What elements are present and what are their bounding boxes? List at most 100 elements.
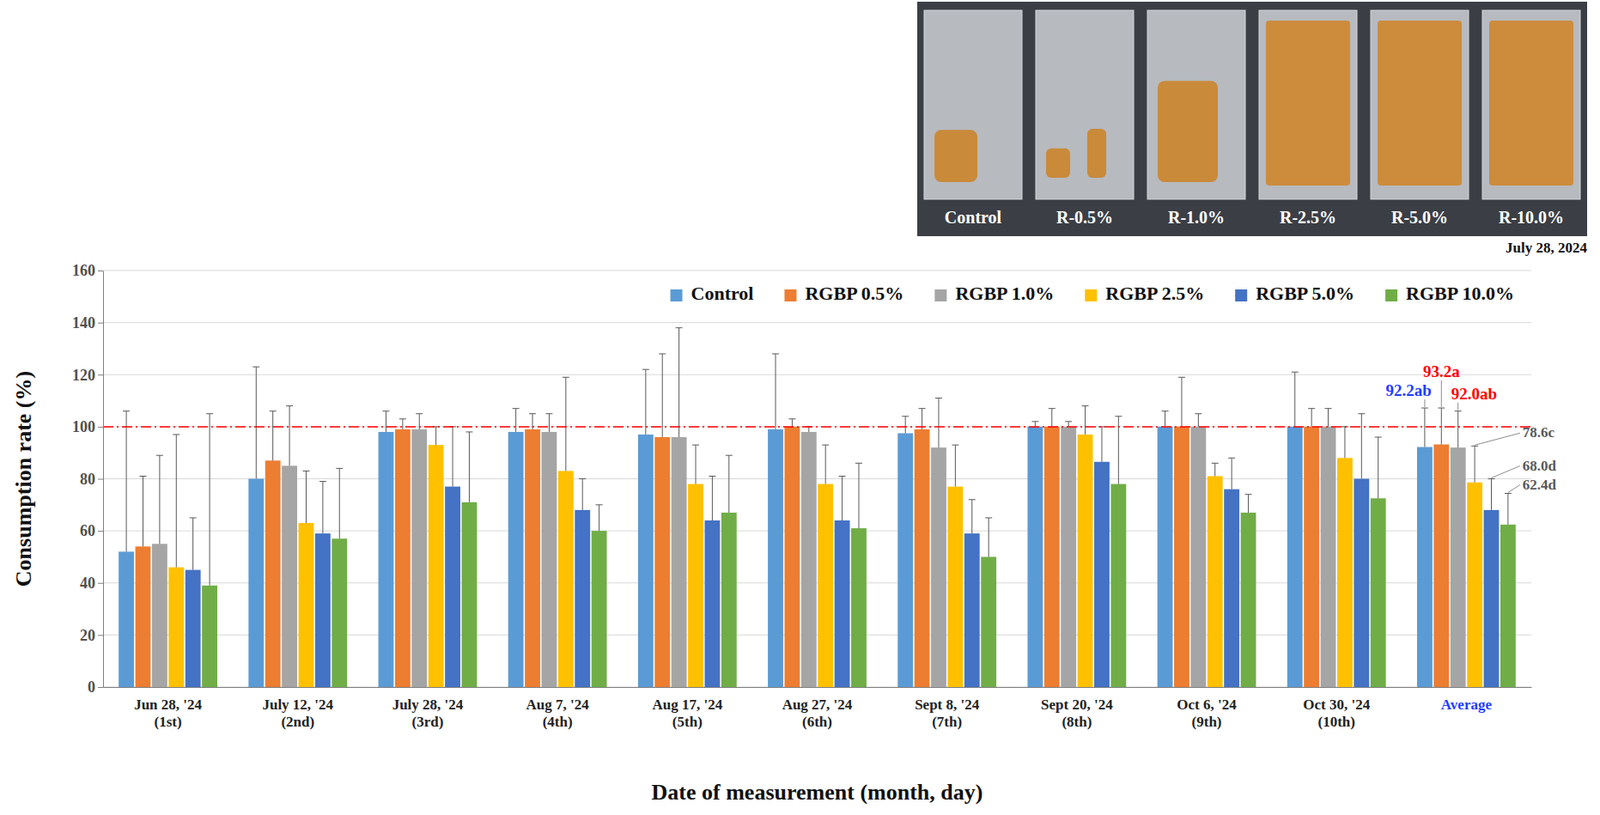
error-bar xyxy=(901,416,909,434)
bar xyxy=(378,431,395,688)
value-label: 92.0ab xyxy=(1451,384,1497,403)
error-bar xyxy=(206,413,213,586)
x-tick-label: Aug 27, '24(6th) xyxy=(782,696,853,731)
error-bar xyxy=(1048,408,1056,427)
bar xyxy=(298,523,315,688)
error-bar xyxy=(1211,462,1219,476)
legend-label: RGBP 10.0% xyxy=(1405,282,1515,305)
error-bar xyxy=(821,444,829,484)
bar xyxy=(930,447,947,688)
series xyxy=(168,434,1483,688)
x-tick-label: Oct 6, '24(9th) xyxy=(1176,696,1237,731)
x-tick-line: Sept 8, '24 xyxy=(914,696,980,713)
bar xyxy=(638,434,654,688)
y-tick-mark xyxy=(97,634,104,636)
series xyxy=(152,426,1467,688)
legend: ControlRGBP 0.5%RGBP 1.0%RGBP 2.5%RGBP 5… xyxy=(662,279,1523,309)
y-tick-label: 80 xyxy=(79,470,96,488)
x-tick: Sept 8, '24(7th) xyxy=(914,696,980,731)
bar xyxy=(152,543,168,688)
value-label: 93.2a xyxy=(1423,362,1461,381)
error-bar xyxy=(951,444,959,487)
grid-line xyxy=(103,374,1532,376)
bait xyxy=(1087,128,1107,178)
bar xyxy=(428,444,445,688)
bar xyxy=(508,431,524,688)
bar xyxy=(784,426,800,688)
leader-line xyxy=(1441,380,1442,408)
error-bar xyxy=(465,431,473,503)
leader-line xyxy=(1508,485,1521,493)
bait xyxy=(1489,20,1574,186)
x-tick-line: Sept 20, '24 xyxy=(1040,696,1114,713)
bar xyxy=(1353,479,1369,688)
error-bar xyxy=(839,475,846,521)
bar xyxy=(331,538,347,688)
y-tick: 120 xyxy=(72,366,104,384)
error-bar xyxy=(1357,413,1365,480)
inset-date: July 28, 2024 xyxy=(1505,239,1588,256)
bar xyxy=(1417,447,1433,688)
y-axis-line xyxy=(103,271,104,688)
inset-label: R-10.0% xyxy=(1498,207,1564,227)
chart: 020406080100120140160Jun 28, '24(1st)Jul… xyxy=(0,0,1600,815)
x-tick: Aug 27, '24(6th) xyxy=(782,696,853,731)
legend-swatch xyxy=(1234,289,1248,302)
x-tick-label: Aug 7, '24(4th) xyxy=(526,696,591,731)
foil xyxy=(1259,10,1357,200)
leader-line xyxy=(1491,466,1521,479)
legend-label: RGBP 0.5% xyxy=(804,282,904,305)
bait xyxy=(1046,148,1071,178)
error-bars xyxy=(139,353,1445,547)
bar xyxy=(524,429,541,688)
bar xyxy=(135,546,152,688)
foil xyxy=(1370,10,1469,200)
y-tick-label: 60 xyxy=(79,522,96,540)
error-bar xyxy=(1228,457,1235,489)
x-tick: Jun 28, '24(1st) xyxy=(133,696,202,731)
value-labels: 92.2ab93.2a92.0ab78.6c68.0d62.4d xyxy=(1386,362,1558,493)
error-bar xyxy=(1341,426,1349,458)
error-bar xyxy=(285,406,293,467)
series xyxy=(118,426,1433,688)
error-bar xyxy=(1437,407,1445,445)
bar xyxy=(1110,484,1126,688)
x-tick-line: July 28, '24 xyxy=(392,696,464,713)
inset-background xyxy=(917,1,1588,237)
leader-line xyxy=(1474,432,1521,445)
error-bars xyxy=(122,353,1429,552)
error-bar xyxy=(725,455,733,513)
error-bars xyxy=(189,413,1496,571)
y-tick: 60 xyxy=(79,522,104,540)
foil xyxy=(1147,10,1246,200)
y-tick-mark xyxy=(97,479,104,481)
legend-swatch xyxy=(1385,289,1398,302)
bar xyxy=(574,510,591,688)
error-bar xyxy=(562,377,570,471)
x-tick-line: (9th) xyxy=(1192,713,1223,731)
inset-label: R-0.5% xyxy=(1056,207,1114,227)
error-bar xyxy=(1082,406,1089,435)
x-axis-line xyxy=(103,687,1533,688)
error-bar xyxy=(1291,371,1299,427)
bait xyxy=(1377,20,1462,186)
x-tick-label: Jun 28, '24(1st) xyxy=(133,696,202,731)
x-tick-line: (1st) xyxy=(154,713,183,731)
bar xyxy=(591,530,608,688)
y-tick: 80 xyxy=(79,470,104,488)
foil xyxy=(1035,10,1134,200)
x-tick-line: (7th) xyxy=(931,713,962,731)
bar xyxy=(1287,426,1303,688)
bar xyxy=(541,431,558,688)
legend-entry: RGBP 0.5% xyxy=(784,282,904,305)
x-tick: Average xyxy=(1441,696,1493,713)
error-bar xyxy=(692,444,700,484)
error-bar xyxy=(252,366,260,479)
y-tick-mark xyxy=(97,322,104,324)
y-tick-label: 40 xyxy=(79,574,96,592)
x-tick-line: Aug 17, '24 xyxy=(651,696,723,713)
error-bar xyxy=(269,411,277,462)
x-tick-line: Aug 7, '24 xyxy=(526,696,591,713)
x-tick-label: Average xyxy=(1441,696,1493,713)
x-tick-label: July 28, '24(3rd) xyxy=(392,696,464,731)
